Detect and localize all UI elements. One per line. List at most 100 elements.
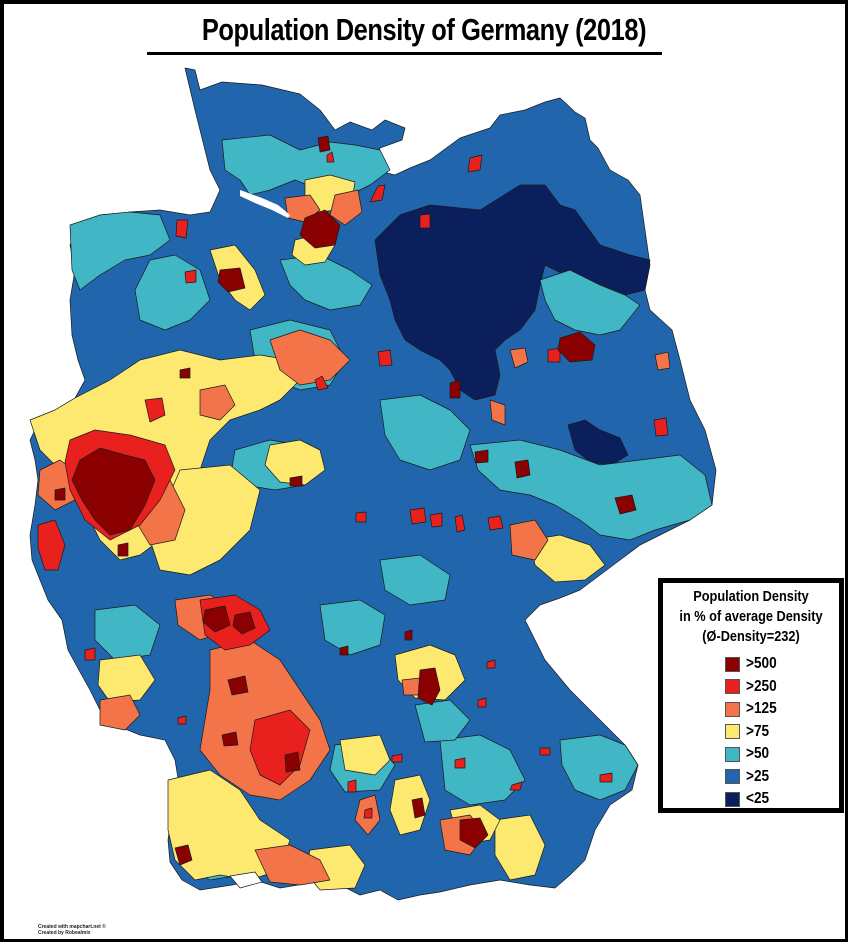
legend-swatch bbox=[725, 679, 740, 695]
district-c500 bbox=[411, 797, 426, 819]
district-c250 bbox=[391, 753, 403, 763]
district-c500 bbox=[227, 675, 249, 696]
lake-constance bbox=[229, 871, 263, 889]
district-c50 bbox=[559, 734, 639, 801]
credit-author: Created by Robealmix bbox=[38, 929, 91, 936]
district-c125 bbox=[509, 347, 529, 369]
legend-swatch bbox=[725, 769, 740, 785]
district-c125 bbox=[654, 351, 671, 371]
district-c250 bbox=[467, 154, 483, 173]
district-c75 bbox=[529, 534, 606, 583]
legend-swatch bbox=[725, 791, 740, 807]
district-c500 bbox=[284, 751, 301, 773]
legend-swatch bbox=[725, 656, 740, 672]
district-c500 bbox=[417, 667, 441, 706]
legend-item-gt500: >500 bbox=[725, 653, 839, 676]
district-c500 bbox=[221, 731, 239, 747]
district-c500 bbox=[289, 475, 303, 487]
legend-item-gt250: >250 bbox=[725, 676, 839, 699]
legend-title-line-3: (Ø-Density=232) bbox=[702, 628, 800, 645]
district-c50 bbox=[469, 439, 713, 541]
legend-swatch bbox=[725, 701, 740, 717]
district-c75 bbox=[389, 774, 431, 836]
district-c250 bbox=[429, 512, 443, 528]
district-c250 bbox=[37, 519, 66, 571]
district-c250 bbox=[486, 659, 496, 669]
legend: Population Density in % of average Densi… bbox=[658, 578, 844, 813]
district-c250 bbox=[409, 507, 427, 525]
legend-item-lt25: <25 bbox=[725, 788, 839, 811]
district-c250 bbox=[347, 779, 357, 793]
district-c500 bbox=[514, 459, 531, 479]
legend-title-line-1: Population Density bbox=[693, 588, 809, 605]
legend-item-gt50: >50 bbox=[725, 743, 839, 766]
district-c125 bbox=[489, 399, 506, 426]
legend-title: Population Density in % of average Densi… bbox=[676, 587, 826, 647]
district-c250 bbox=[509, 781, 523, 791]
district-c500 bbox=[459, 817, 489, 849]
district-c250 bbox=[487, 515, 504, 531]
district-c250 bbox=[599, 772, 613, 783]
district-c500 bbox=[217, 267, 246, 293]
district-c500 bbox=[557, 331, 596, 363]
district-c125 bbox=[99, 694, 141, 731]
district-c250 bbox=[84, 647, 96, 661]
district-c250 bbox=[355, 511, 367, 523]
district-c250 bbox=[539, 747, 551, 756]
district-c500 bbox=[404, 629, 413, 641]
district-c250 bbox=[314, 375, 329, 391]
district-c250 bbox=[175, 219, 189, 239]
region-northeast-lowdensity bbox=[374, 184, 651, 401]
elbe-estuary bbox=[240, 190, 290, 218]
district-c500 bbox=[299, 209, 341, 249]
district-c250 bbox=[454, 757, 466, 769]
district-c50 bbox=[319, 599, 386, 656]
legend-swatch bbox=[725, 724, 740, 740]
district-c50 bbox=[379, 394, 471, 471]
district-c250 bbox=[144, 397, 166, 423]
district-c500 bbox=[179, 367, 191, 379]
district-c250 bbox=[369, 184, 386, 203]
district-c250 bbox=[419, 213, 431, 229]
district-c250 bbox=[184, 269, 197, 284]
legend-item-gt75: >75 bbox=[725, 721, 839, 744]
district-c500 bbox=[339, 645, 349, 656]
district-c250 bbox=[477, 697, 487, 708]
legend-item-gt125: >125 bbox=[725, 698, 839, 721]
district-c50 bbox=[539, 269, 641, 336]
legend-title-line-2: in % of average Density bbox=[679, 608, 823, 625]
district-c500 bbox=[317, 135, 331, 153]
legend-items: >500 >250 >125 >75 >50 >25 <25 bbox=[663, 653, 839, 811]
district-c125 bbox=[329, 189, 363, 226]
district-c125 bbox=[199, 384, 236, 421]
district-c125 bbox=[401, 677, 421, 696]
district-c500 bbox=[174, 844, 193, 866]
district-c50 bbox=[94, 604, 161, 661]
legend-swatch bbox=[725, 746, 740, 762]
title-underline bbox=[147, 52, 662, 55]
district-c500 bbox=[117, 542, 129, 557]
district-c125 bbox=[254, 844, 331, 886]
district-c250 bbox=[547, 347, 561, 363]
district-c250 bbox=[326, 151, 335, 163]
district-c50 bbox=[69, 211, 171, 291]
district-c75 bbox=[97, 654, 156, 703]
district-c250 bbox=[177, 715, 187, 725]
district-c500 bbox=[54, 487, 66, 501]
district-c50 bbox=[414, 699, 471, 743]
map-title: Population Density of Germany (2018) bbox=[201, 12, 647, 47]
district-c500 bbox=[474, 449, 489, 464]
district-c125 bbox=[509, 519, 549, 561]
legend-item-gt25: >25 bbox=[725, 766, 839, 789]
district-c250 bbox=[377, 349, 393, 367]
district-c500 bbox=[614, 494, 637, 515]
district-c500 bbox=[71, 447, 156, 536]
district-c75 bbox=[264, 439, 326, 486]
district-c500 bbox=[449, 379, 461, 399]
credit-mapchart: Created with mapchart.net © bbox=[38, 924, 106, 930]
district-c250 bbox=[653, 417, 669, 437]
district-c50 bbox=[379, 554, 451, 606]
district-c50 bbox=[279, 254, 373, 311]
credits: Created with mapchart.net © Created by R… bbox=[38, 924, 106, 936]
